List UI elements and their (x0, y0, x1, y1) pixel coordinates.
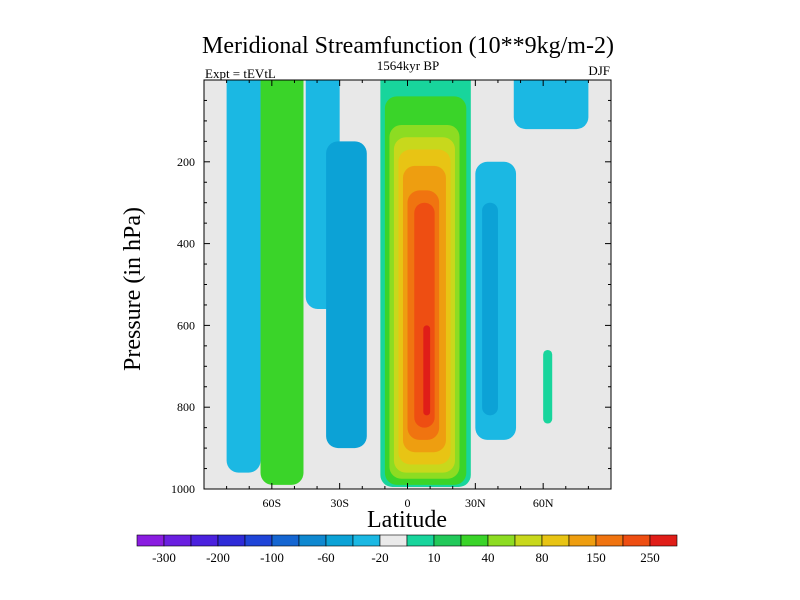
x-axis-label: Latitude (367, 507, 447, 533)
colorbar-label: 250 (640, 550, 660, 565)
colorbar-label: 80 (536, 550, 549, 565)
x-tick-label: 60S (262, 496, 281, 510)
colorbar-label: -200 (206, 550, 230, 565)
experiment-label: Expt = tEVtL (205, 66, 276, 81)
contour-layer (226, 80, 589, 487)
colorbar-box (514, 534, 543, 547)
colorbar-box (622, 534, 651, 547)
colorbar-box (244, 534, 273, 547)
colorbar-box (190, 534, 219, 547)
colorbar-box (568, 534, 597, 547)
colorbar-label: 150 (586, 550, 606, 565)
colorbar-box (136, 534, 165, 547)
colorbar-label: -20 (371, 550, 388, 565)
colorbar-box (163, 534, 192, 547)
colorbar: -300 -200 -100 -60 -20 10 40 80 150 250 (136, 534, 678, 565)
colorbar-label: 40 (482, 550, 495, 565)
contour-region-upper-north-cyan (513, 80, 589, 130)
colorbar-box (325, 534, 354, 547)
contour-region-northern-teal-patch (543, 349, 553, 424)
colorbar-box (487, 534, 516, 547)
axes-layer: 200 400 600 800 1000 60S 30S 0 30N 60N (171, 79, 612, 510)
y-axis-label: Pressure (in hPa) (120, 207, 146, 371)
contour-region-equatorial-core (423, 325, 431, 416)
chart-title: Meridional Streamfunction (10**9kg/m-2) (202, 33, 614, 59)
x-tick-label: 60N (533, 496, 554, 510)
y-tick-label: 200 (177, 155, 195, 169)
contour-region-mid-blue-cell-south (326, 141, 367, 449)
colorbar-box (649, 534, 678, 547)
contour-region-green-band-south (260, 80, 304, 485)
colorbar-label: -300 (152, 550, 176, 565)
colorbar-box (406, 534, 435, 547)
colorbar-box (352, 534, 381, 547)
colorbar-box (433, 534, 462, 547)
y-tick-label: 400 (177, 237, 195, 251)
x-tick-label: 30N (465, 496, 486, 510)
contour-region-northern-blue-core (482, 202, 498, 416)
colorbar-label: -100 (260, 550, 284, 565)
colorbar-box (460, 534, 489, 547)
colorbar-label: 10 (428, 550, 441, 565)
x-tick-label: 30S (330, 496, 349, 510)
colorbar-box (271, 534, 300, 547)
season-label: DJF (588, 63, 610, 78)
colorbar-box (541, 534, 570, 547)
y-tick-label: 800 (177, 400, 195, 414)
chart-subtitle: 1564kyr BP (377, 58, 439, 73)
y-tick-label: 1000 (171, 482, 195, 496)
y-tick-label: 600 (177, 318, 195, 332)
colorbar-box (217, 534, 246, 547)
colorbar-box (298, 534, 327, 547)
contour-region-westerly-cell-a (226, 80, 261, 473)
colorbar-box (379, 534, 408, 547)
x-tick-label: 0 (405, 496, 411, 510)
colorbar-box (595, 534, 624, 547)
colorbar-label: -60 (317, 550, 334, 565)
